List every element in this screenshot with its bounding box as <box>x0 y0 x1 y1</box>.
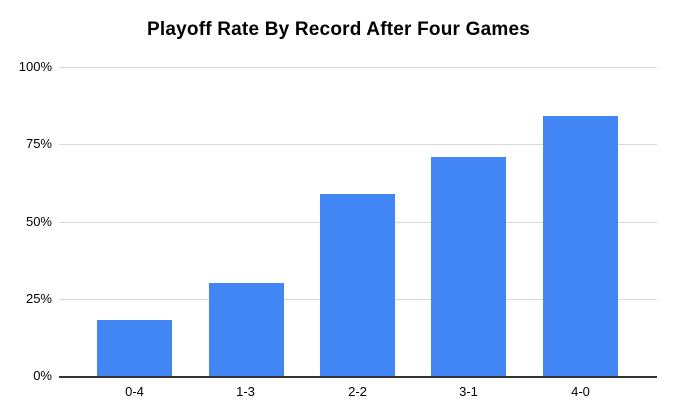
y-tick-label-100: 100% <box>18 59 52 74</box>
bar-3-1 <box>431 157 506 376</box>
y-tick-label-50: 50% <box>25 214 52 229</box>
y-tick-label-25: 25% <box>25 291 52 306</box>
y-tick-label-75: 75% <box>25 136 52 151</box>
bar-4-0 <box>543 116 618 376</box>
y-tick-label-0: 0% <box>33 368 52 383</box>
gridline-100 <box>59 67 657 68</box>
bar-1-3 <box>209 283 284 376</box>
chart-title: Playoff Rate By Record After Four Games <box>147 19 530 40</box>
bar-2-2 <box>320 194 395 376</box>
x-tick-label-2-2: 2-2 <box>348 384 367 399</box>
bar-0-4 <box>97 320 172 376</box>
x-tick-label-1-3: 1-3 <box>236 384 255 399</box>
x-tick-label-4-0: 4-0 <box>571 384 590 399</box>
x-tick-label-0-4: 0-4 <box>125 384 144 399</box>
plot-area <box>59 67 657 378</box>
x-tick-label-3-1: 3-1 <box>459 384 478 399</box>
gridline-75 <box>59 144 657 145</box>
